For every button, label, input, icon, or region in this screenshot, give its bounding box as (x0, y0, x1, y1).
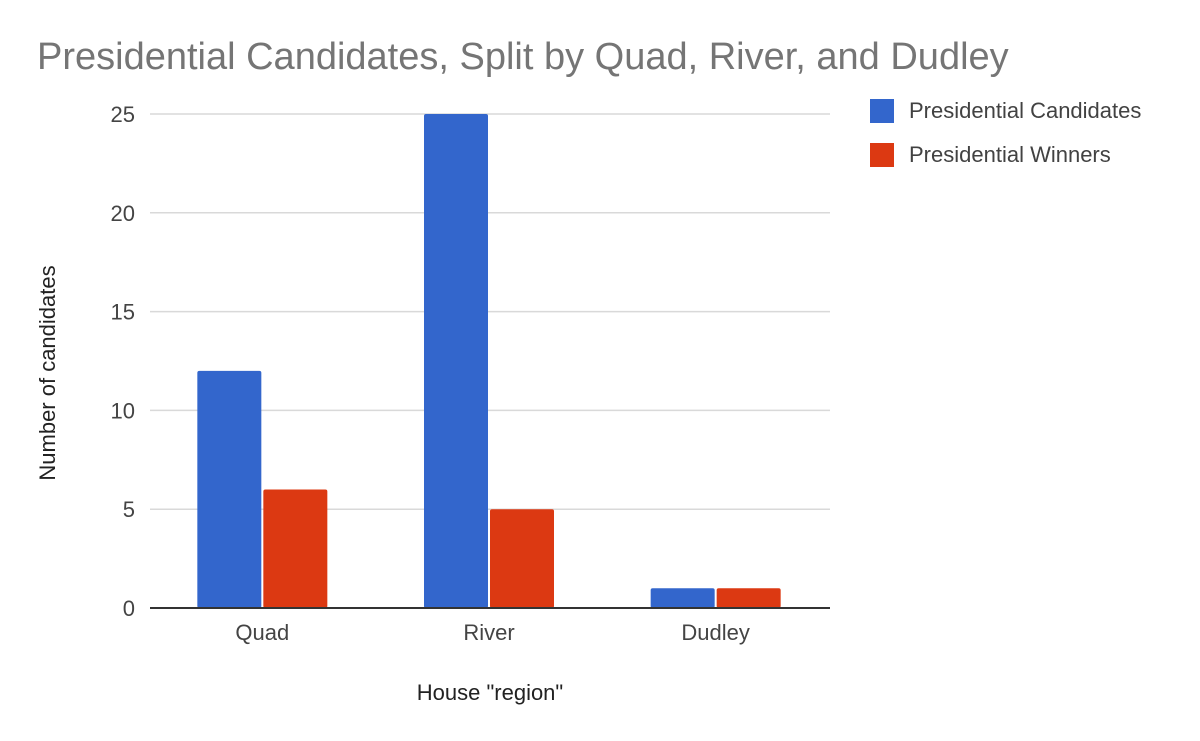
legend-swatch-candidates (870, 99, 894, 123)
legend-label-candidates: Presidential Candidates (909, 98, 1142, 123)
y-tick-label: 0 (123, 596, 135, 621)
x-axis-label: House "region" (416, 680, 564, 705)
y-tick-label: 25 (111, 102, 135, 127)
x-tick-label-river: River (463, 620, 514, 645)
chart-title: Presidential Candidates, Split by Quad, … (37, 36, 1009, 78)
legend: Presidential Candidates Presidential Win… (870, 96, 1141, 184)
y-axis-ticks: 0 5 10 15 20 25 (111, 102, 135, 621)
bar-quad-winners (263, 489, 328, 608)
y-tick-label: 15 (111, 300, 135, 325)
bar-river-candidates (424, 114, 488, 608)
legend-label-winners: Presidential Winners (909, 142, 1111, 167)
y-axis-label: Number of candidates (35, 265, 60, 481)
bar-quad-candidates (197, 370, 262, 608)
x-axis-ticks: Quad River Dudley (235, 620, 749, 645)
x-tick-label-quad: Quad (235, 620, 289, 645)
bar-dudley-winners (716, 588, 781, 608)
y-tick-label: 5 (123, 497, 135, 522)
legend-item-winners: Presidential Winners (870, 140, 1141, 170)
legend-item-candidates: Presidential Candidates (870, 96, 1141, 126)
y-tick-label: 20 (111, 201, 135, 226)
bar-river-winners (490, 509, 554, 608)
legend-swatch-winners (870, 143, 894, 167)
bar-dudley-candidates (650, 588, 715, 608)
x-tick-label-dudley: Dudley (681, 620, 749, 645)
bars (197, 114, 781, 608)
y-tick-label: 10 (111, 398, 135, 423)
